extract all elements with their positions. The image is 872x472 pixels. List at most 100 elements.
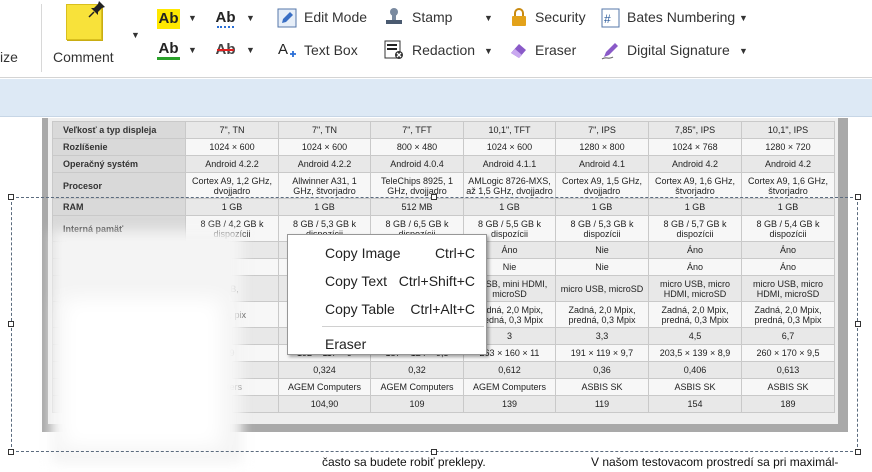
table-row: Veľkosť a typ displeja 7", TN 7", TN 7", TF…: [52, 121, 835, 139]
menu-item-label: Eraser: [325, 336, 367, 352]
table-cell: 0,613: [741, 361, 835, 379]
resize-handle-top[interactable]: [431, 194, 437, 200]
eraser-button[interactable]: Eraser: [535, 42, 577, 58]
resize-handle-bottom-left[interactable]: [8, 449, 14, 455]
strikeout-chevron-down-icon[interactable]: ▼: [246, 45, 255, 55]
table-cell: 8 GB / 5,5 GB k dispozícii: [463, 215, 556, 242]
table-cell: 1 GB: [278, 198, 371, 216]
row-label: Procesor: [52, 172, 186, 199]
table-cell: Android 4.1.1: [463, 155, 556, 173]
table-cell: ASBIS SK: [741, 378, 835, 396]
menu-separator: [322, 326, 484, 327]
table-cell: Android 4.2.2: [278, 155, 371, 173]
security-button[interactable]: Security: [535, 9, 586, 25]
table-cell: Allwinner A31, 1 GHz, štvorjadro: [278, 172, 371, 199]
svg-text:A: A: [278, 41, 288, 58]
highlight-chevron-down-icon[interactable]: ▼: [188, 13, 197, 23]
edit-mode-button[interactable]: Edit Mode: [304, 9, 368, 25]
table-cell: 1280 × 800: [555, 138, 649, 156]
stamp-button[interactable]: Stamp: [412, 9, 453, 25]
row-label: Veľkosť a typ displeja: [52, 121, 186, 139]
underline-chevron-down-icon[interactable]: ▼: [188, 45, 197, 55]
text-box-button[interactable]: Text Box: [304, 42, 358, 58]
table-cell: Áno: [648, 258, 742, 276]
table-cell: Android 4.0.4: [370, 155, 464, 173]
table-cell: 1024 × 600: [185, 138, 279, 156]
context-menu: Copy Image Ctrl+C Copy Text Ctrl+Shift+C…: [287, 234, 487, 355]
table-cell: 1024 × 768: [648, 138, 742, 156]
table-cell: 7", TFT: [370, 121, 464, 139]
resize-handle-left[interactable]: [8, 321, 14, 327]
table-cell: 800 × 480: [370, 138, 464, 156]
table-row: RAM 1 GB 1 GB 512 MB 1 GB 1 GB 1 GB 1 GB: [52, 198, 835, 216]
lock-icon: [512, 8, 526, 26]
menu-item-label: Copy Table: [325, 301, 395, 317]
table-cell: Android 4.2.2: [185, 155, 279, 173]
menu-item-copy-image[interactable]: Copy Image Ctrl+C: [288, 239, 486, 267]
row-label: Operačný systém: [52, 155, 186, 173]
table-row: Procesor Cortex A9, 1,2 GHz, dvojjadro All…: [52, 172, 835, 199]
table-cell: 8 GB / 5,7 GB k dispozícii: [648, 215, 742, 242]
table-cell: micro USB, micro HDMI, microSD: [741, 275, 835, 302]
menu-item-label: Copy Image: [325, 245, 401, 261]
table-cell: micro USB, micro HDMI, microSD: [648, 275, 742, 302]
table-cell: 1024 × 600: [278, 138, 371, 156]
table-cell: 0,324: [278, 361, 371, 379]
table-cell: 189: [741, 395, 835, 413]
table-cell: 4,5: [648, 327, 742, 345]
text-box-icon: A: [278, 41, 296, 58]
redaction-button[interactable]: Redaction: [412, 42, 476, 58]
table-cell: 1 GB: [741, 198, 835, 216]
size-button-label[interactable]: ize: [0, 49, 18, 65]
blurred-region-inner: [62, 298, 222, 448]
svg-text:#: #: [604, 12, 611, 26]
highlight-text-icon[interactable]: Ab: [157, 9, 180, 29]
document-text-right: V našom testovacom prostredí sa pri maxi…: [591, 455, 839, 469]
bates-numbering-button[interactable]: Bates Numbering: [627, 9, 736, 25]
table-row: Rozlíšenie 1024 × 600 1024 × 600 800 × 480 1…: [52, 138, 835, 156]
table-cell: Cortex A9, 1,2 GHz, dvojjadro: [185, 172, 279, 199]
resize-handle-bottom-right[interactable]: [855, 449, 861, 455]
menu-item-copy-table[interactable]: Copy Table Ctrl+Alt+C: [288, 295, 486, 323]
bates-chevron-down-icon[interactable]: ▼: [739, 13, 748, 23]
pencil-box-icon: [277, 8, 297, 28]
menu-item-shortcut: Ctrl+Shift+C: [398, 273, 475, 289]
table-cell: ASBIS SK: [555, 378, 649, 396]
strikeout-text-icon[interactable]: Ab: [215, 41, 236, 58]
table-cell: 104,90: [278, 395, 371, 413]
menu-item-shortcut: Ctrl+C: [434, 245, 475, 261]
table-cell: 7", TN: [185, 121, 279, 139]
underline-text-icon[interactable]: Ab: [157, 40, 180, 60]
table-cell: Zadná, 2,0 Mpix, predná, 0,3 Mpix: [741, 301, 835, 328]
stamp-icon: [386, 8, 402, 24]
table-cell: Áno: [741, 258, 835, 276]
table-cell: Cortex A9, 1,6 GHz, štvorjadro: [741, 172, 835, 199]
squiggly-text-icon[interactable]: Ab: [214, 9, 237, 29]
menu-item-shortcut: Ctrl+Alt+C: [410, 301, 475, 317]
redaction-chevron-down-icon[interactable]: ▼: [484, 46, 493, 56]
menu-item-eraser[interactable]: Eraser: [288, 330, 486, 358]
ribbon-toolbar: ize Comment ▼ Ab ▼ Ab ▼ Ab ▼ Ab ▼ Edit M…: [0, 0, 872, 78]
resize-handle-top-right[interactable]: [855, 194, 861, 200]
resize-handle-top-left[interactable]: [8, 194, 14, 200]
table-cell: 0,32: [370, 361, 464, 379]
stamp-chevron-down-icon[interactable]: ▼: [484, 13, 493, 23]
squiggly-chevron-down-icon[interactable]: ▼: [246, 13, 255, 23]
table-cell: AMLogic 8726-MXS, až 1,5 GHz, dvojjadro: [463, 172, 556, 199]
ribbon-separator: [41, 4, 42, 72]
comment-button-label[interactable]: Comment: [53, 49, 114, 65]
menu-item-copy-text[interactable]: Copy Text Ctrl+Shift+C: [288, 267, 486, 295]
resize-handle-bottom[interactable]: [431, 449, 437, 455]
table-cell: 7", TN: [278, 121, 371, 139]
menu-item-label: Copy Text: [325, 273, 387, 289]
row-label: RAM: [52, 198, 186, 216]
table-cell: Android 4.1: [555, 155, 649, 173]
signature-pen-icon: [601, 43, 618, 60]
table-cell: 139: [463, 395, 556, 413]
table-cell: 109: [370, 395, 464, 413]
comment-dropdown-chevron-down-icon[interactable]: ▼: [131, 30, 140, 40]
resize-handle-right[interactable]: [855, 321, 861, 327]
table-cell: 1 GB: [463, 198, 556, 216]
signature-chevron-down-icon[interactable]: ▼: [739, 46, 748, 56]
digital-signature-button[interactable]: Digital Signature: [627, 42, 730, 58]
